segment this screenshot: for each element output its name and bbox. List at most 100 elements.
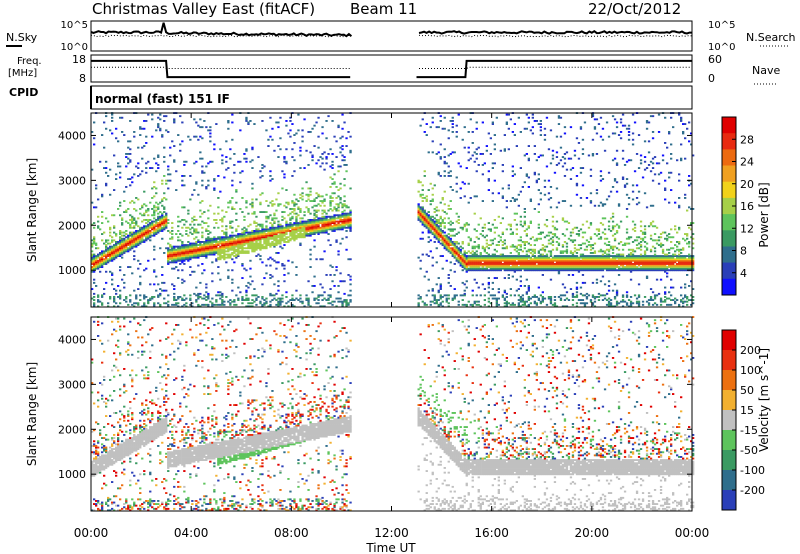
heat-cell: [577, 256, 581, 259]
heat-cell: [525, 113, 528, 116]
heat-cell: [585, 269, 589, 272]
heat-cell: [325, 157, 328, 160]
heat-cell: [417, 294, 420, 297]
heat-cell: [553, 234, 557, 237]
heat-cell: [461, 228, 464, 231]
heat-cell: [245, 160, 248, 163]
heat-cell: [279, 137, 282, 140]
heat-cell: [537, 156, 540, 158]
heat-cell: [537, 259, 540, 262]
heat-cell: [97, 253, 100, 256]
heat-cell: [563, 261, 567, 264]
heat-cell: [531, 263, 534, 265]
heat-cell: [543, 264, 547, 267]
heat-cell: [277, 302, 280, 305]
heat-cell: [605, 264, 609, 267]
heat-cell: [537, 261, 540, 264]
heat-cell: [173, 299, 176, 301]
heat-cell: [501, 187, 504, 190]
heat-cell: [199, 281, 202, 284]
heat-cell: [509, 223, 512, 226]
heat-cell: [127, 236, 130, 239]
heat-cell: [111, 255, 114, 257]
heat-cell: [495, 303, 498, 306]
heat-cell: [227, 239, 230, 242]
heat-cell: [323, 151, 326, 154]
heat-cell: [517, 253, 520, 256]
heat-cell: [283, 274, 286, 276]
heat-cell: [519, 261, 522, 264]
heat-cell: [499, 222, 502, 224]
heat-cell: [129, 201, 132, 204]
heat-cell: [525, 173, 528, 176]
heat-cell: [449, 247, 452, 250]
heat-cell: [145, 142, 148, 144]
heat-cell: [243, 234, 246, 237]
heat-cell: [179, 149, 182, 152]
heat-cell: [159, 113, 162, 116]
heat-cell: [249, 247, 252, 250]
heat-cell: [241, 237, 244, 240]
heat-cell: [549, 299, 553, 301]
heat-cell: [431, 233, 434, 235]
heat-cell: [581, 153, 585, 155]
heat-cell: [197, 292, 200, 295]
heat-cell: [545, 116, 549, 119]
heat-cell: [549, 129, 553, 132]
heat-cell: [191, 255, 194, 257]
heat-cell: [249, 203, 252, 206]
heat-cell: [131, 234, 134, 237]
heat-cell: [503, 289, 506, 292]
heat-cell: [141, 233, 144, 235]
heat-cell: [193, 135, 196, 138]
heat-cell: [259, 233, 262, 235]
heat-cell: [483, 256, 486, 259]
heat-cell: [327, 219, 330, 221]
heat-cell: [199, 244, 202, 246]
heat-cell: [421, 118, 424, 121]
heat-cell: [447, 245, 450, 248]
heat-cell: [437, 303, 440, 306]
heat-cell: [197, 250, 200, 253]
heat-cell: [193, 252, 196, 254]
heat-cell: [177, 236, 180, 239]
heat-cell: [199, 135, 202, 138]
heat-cell: [293, 230, 296, 232]
heat-cell: [489, 137, 492, 140]
heat-cell: [501, 259, 504, 262]
heat-cell: [181, 258, 184, 261]
heat-cell: [451, 116, 454, 119]
heat-cell: [261, 245, 264, 248]
heat-cell: [229, 244, 232, 246]
heat-cell: [291, 228, 294, 231]
heat-cell: [103, 121, 106, 124]
heat-cell: [541, 300, 544, 303]
heat-cell: [491, 162, 494, 165]
heat-cell: [137, 167, 140, 169]
heat-cell: [421, 209, 424, 212]
heat-cell: [431, 151, 434, 154]
heat-cell: [563, 269, 567, 272]
heat-cell: [183, 250, 186, 253]
heat-cell: [235, 255, 238, 257]
heat-cell: [515, 212, 518, 215]
heat-cell: [281, 264, 284, 267]
heat-cell: [91, 256, 94, 259]
heat-cell: [537, 252, 540, 254]
heat-cell: [441, 209, 444, 212]
heat-cell: [93, 261, 96, 264]
heat-cell: [517, 244, 520, 246]
heat-cell: [275, 198, 278, 201]
heat-cell: [209, 244, 212, 246]
heat-cell: [299, 297, 302, 300]
heat-cell: [111, 283, 114, 286]
heat-cell: [263, 303, 266, 306]
heat-cell: [229, 256, 232, 259]
heat-cell: [167, 255, 170, 257]
heat-cell: [265, 297, 268, 300]
heat-cell: [101, 239, 104, 242]
heat-cell: [201, 247, 204, 250]
heat-cell: [343, 299, 346, 301]
heat-cell: [473, 259, 476, 262]
heat-cell: [165, 214, 168, 217]
